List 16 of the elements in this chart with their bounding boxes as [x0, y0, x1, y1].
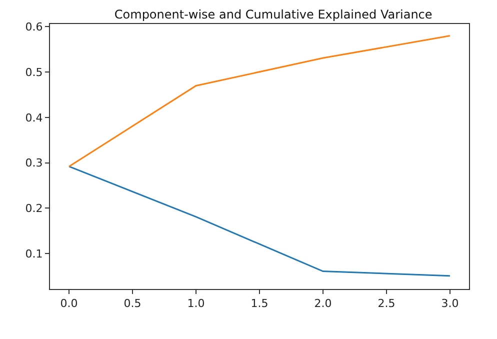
y-tick-label: 0.6: [25, 20, 43, 34]
y-tick-label: 0.5: [25, 66, 43, 79]
y-tick-label: 0.2: [25, 202, 43, 216]
line-series: [68, 35, 451, 168]
x-tick-label: 2.0: [314, 297, 332, 310]
x-tick-label: 0.5: [124, 297, 142, 310]
chart-title: Component-wise and Cumulative Explained Variance: [114, 8, 432, 22]
line-series: [68, 166, 451, 277]
x-tick-label: 2.5: [378, 297, 396, 310]
x-tick-label: 1.0: [187, 297, 205, 310]
y-tick-label: 0.1: [25, 247, 43, 260]
x-tick-label: 1.5: [250, 297, 268, 310]
x-tick-label: 3.0: [441, 297, 459, 310]
x-tick-label: 0.0: [60, 297, 78, 310]
y-tick-label: 0.3: [25, 156, 43, 170]
y-tick-label: 0.4: [25, 111, 43, 124]
